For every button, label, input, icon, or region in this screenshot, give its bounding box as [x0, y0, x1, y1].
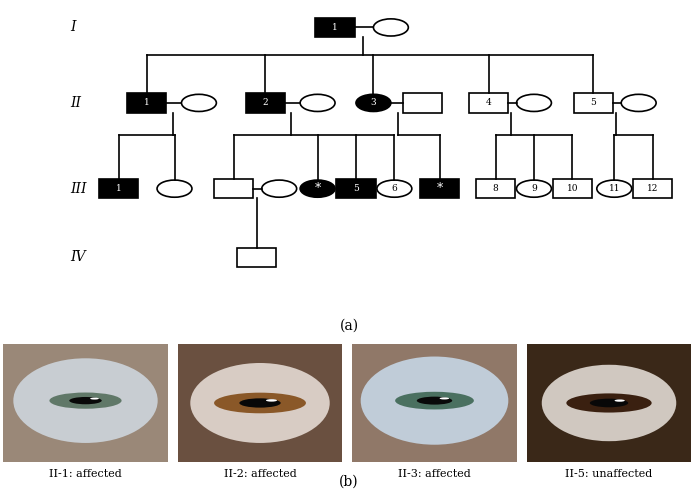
Bar	[99, 179, 138, 198]
Circle shape	[157, 180, 192, 197]
Bar	[127, 93, 166, 113]
Bar	[178, 344, 342, 462]
Circle shape	[377, 180, 412, 197]
Ellipse shape	[13, 358, 158, 443]
Circle shape	[356, 95, 391, 112]
Circle shape	[395, 392, 474, 410]
Circle shape	[239, 398, 281, 408]
Text: (b): (b)	[339, 474, 359, 489]
Circle shape	[590, 399, 628, 407]
Bar	[527, 344, 691, 462]
Bar	[352, 344, 517, 462]
Bar	[336, 179, 376, 198]
Circle shape	[440, 397, 449, 399]
Text: 6: 6	[392, 184, 397, 193]
Circle shape	[300, 95, 335, 112]
Text: IV: IV	[70, 250, 85, 264]
Text: 12: 12	[647, 184, 658, 193]
Bar	[403, 93, 442, 113]
Text: 1: 1	[116, 184, 121, 193]
Text: 11: 11	[609, 184, 620, 193]
Bar	[633, 179, 672, 198]
Circle shape	[566, 393, 652, 413]
Circle shape	[417, 396, 452, 405]
Circle shape	[266, 399, 277, 402]
Circle shape	[50, 392, 121, 409]
Text: 5: 5	[353, 184, 359, 193]
Circle shape	[214, 392, 306, 413]
Bar	[553, 179, 592, 198]
Text: 1: 1	[144, 98, 149, 107]
Text: 9: 9	[531, 184, 537, 193]
Text: 10: 10	[567, 184, 578, 193]
Text: 2: 2	[262, 98, 268, 107]
Text: III: III	[70, 182, 87, 196]
Circle shape	[597, 180, 632, 197]
Text: II-1: affected: II-1: affected	[49, 469, 122, 479]
Circle shape	[181, 95, 216, 112]
Circle shape	[517, 180, 551, 197]
Text: II: II	[70, 96, 81, 110]
Circle shape	[614, 399, 625, 402]
Text: II-3: affected: II-3: affected	[398, 469, 471, 479]
Circle shape	[69, 397, 102, 404]
Bar	[315, 18, 355, 37]
Bar	[237, 247, 276, 267]
Ellipse shape	[361, 357, 508, 445]
Bar	[214, 179, 253, 198]
Text: II-2: affected: II-2: affected	[223, 469, 297, 479]
Text: *: *	[315, 182, 320, 195]
Text: 3: 3	[371, 98, 376, 107]
Circle shape	[621, 95, 656, 112]
Text: I: I	[70, 21, 75, 34]
Circle shape	[373, 19, 408, 36]
Text: 1: 1	[332, 23, 338, 32]
Text: 4: 4	[486, 98, 491, 107]
Text: (a): (a)	[339, 318, 359, 333]
Bar	[476, 179, 515, 198]
Bar	[420, 179, 459, 198]
Ellipse shape	[542, 365, 676, 441]
Bar	[3, 344, 168, 462]
Circle shape	[517, 95, 551, 112]
Ellipse shape	[191, 363, 329, 443]
Bar	[469, 93, 508, 113]
Bar	[574, 93, 613, 113]
Text: II-5: unaffected: II-5: unaffected	[565, 469, 653, 479]
Text: *: *	[437, 182, 443, 195]
Circle shape	[300, 180, 335, 197]
Text: 5: 5	[591, 98, 596, 107]
Text: 8: 8	[493, 184, 498, 193]
Circle shape	[90, 397, 99, 399]
Circle shape	[262, 180, 297, 197]
Bar	[246, 93, 285, 113]
